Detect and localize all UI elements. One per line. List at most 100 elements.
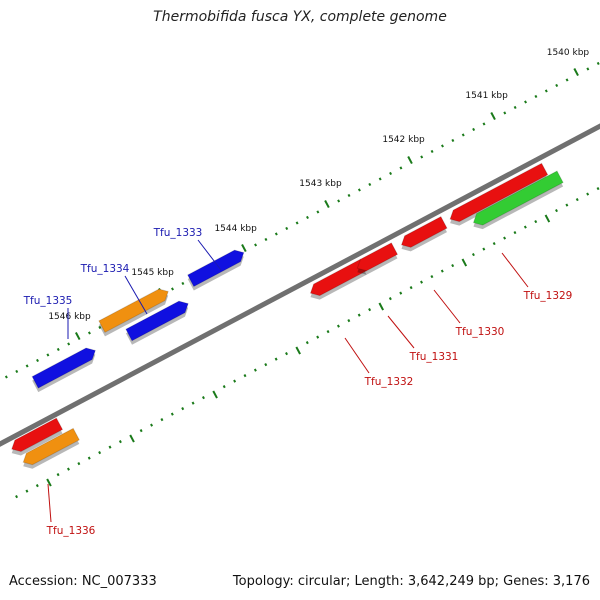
- minor-tick: [36, 358, 39, 363]
- minor-tick: [67, 467, 70, 471]
- position-label: 1543 kbp: [299, 179, 342, 189]
- major-tick: [461, 258, 468, 267]
- feature-green[interactable]: [472, 170, 564, 226]
- minor-tick: [222, 385, 226, 389]
- minor-tick: [305, 341, 309, 345]
- minor-tick: [160, 418, 164, 422]
- minor-tick: [108, 445, 112, 449]
- minor-tick: [77, 462, 81, 466]
- minor-tick: [150, 423, 154, 427]
- minor-tick: [253, 368, 257, 372]
- gene-label-Tfu_1336[interactable]: Tfu_1336: [46, 525, 96, 537]
- minor-tick: [336, 324, 340, 328]
- gene-Tfu_1332[interactable]: [309, 258, 368, 297]
- genome-backbone: [0, 123, 600, 447]
- position-label: 1541 kbp: [465, 91, 508, 101]
- minor-tick: [233, 379, 237, 383]
- minor-tick: [67, 342, 71, 346]
- minor-tick: [170, 412, 174, 416]
- major-tick: [129, 434, 135, 443]
- minor-tick: [471, 253, 475, 257]
- position-label: 1542 kbp: [382, 135, 425, 145]
- minor-tick: [274, 232, 278, 236]
- minor-tick: [264, 363, 268, 367]
- gene-label-Tfu_1332[interactable]: Tfu_1332: [364, 376, 414, 388]
- major-tick: [46, 478, 52, 487]
- minor-tick: [139, 429, 143, 433]
- minor-tick: [565, 78, 569, 82]
- minor-tick: [399, 166, 403, 170]
- minor-tick: [4, 375, 8, 379]
- minor-tick: [430, 149, 434, 154]
- minor-tick: [378, 177, 382, 181]
- position-label: 1544 kbp: [214, 224, 257, 234]
- gene-Tfu_1334[interactable]: [125, 300, 189, 342]
- minor-tick: [98, 325, 102, 330]
- minor-tick: [388, 297, 392, 301]
- minor-tick: [181, 281, 185, 286]
- minor-tick: [430, 275, 434, 279]
- minor-tick: [523, 225, 527, 229]
- major-tick: [573, 68, 579, 77]
- label-leader: [344, 337, 370, 374]
- minor-tick: [201, 396, 205, 400]
- gene-label-Tfu_1333[interactable]: Tfu_1333: [153, 227, 203, 239]
- minor-tick: [295, 221, 299, 225]
- gene-Tfu_1333[interactable]: [187, 249, 245, 288]
- minor-tick: [575, 198, 579, 202]
- label-leader: [197, 239, 222, 271]
- minor-tick: [534, 220, 538, 224]
- feature-orange-forward[interactable]: [98, 288, 169, 334]
- minor-tick: [555, 209, 558, 213]
- minor-tick: [87, 331, 91, 335]
- position-label: 1540 kbp: [547, 48, 590, 58]
- major-tick: [490, 112, 496, 121]
- minor-tick: [254, 243, 258, 247]
- minor-tick: [586, 192, 590, 196]
- minor-tick: [534, 94, 538, 99]
- gene-Tfu_1335[interactable]: [31, 347, 96, 389]
- minor-tick: [596, 187, 600, 191]
- major-tick: [295, 346, 301, 355]
- minor-tick: [285, 352, 288, 356]
- label-leader: [433, 289, 461, 324]
- minor-tick: [118, 440, 122, 444]
- gene-label-Tfu_1334[interactable]: Tfu_1334: [80, 263, 130, 275]
- minor-tick: [399, 291, 403, 295]
- feature-orange-reverse[interactable]: [22, 427, 80, 466]
- minor-tick: [503, 236, 507, 240]
- minor-tick: [503, 111, 507, 115]
- minor-tick: [451, 264, 455, 268]
- gene-Tfu_1331[interactable]: [356, 242, 399, 272]
- gene-label-Tfu_1335[interactable]: Tfu_1335: [23, 295, 73, 307]
- minor-tick: [181, 407, 185, 411]
- minor-tick: [565, 203, 569, 207]
- gene-label-Tfu_1329[interactable]: Tfu_1329: [523, 290, 573, 302]
- gene-label-Tfu_1331[interactable]: Tfu_1331: [409, 351, 459, 363]
- major-tick: [544, 214, 551, 223]
- minor-tick: [285, 226, 289, 231]
- minor-tick: [596, 61, 600, 66]
- minor-tick: [461, 133, 465, 137]
- minor-tick: [451, 138, 455, 143]
- gene-Tfu_1329[interactable]: [449, 162, 549, 223]
- minor-tick: [482, 122, 486, 126]
- major-tick: [407, 156, 413, 165]
- minor-tick: [472, 127, 476, 132]
- minor-tick: [98, 451, 102, 455]
- major-tick: [212, 390, 218, 399]
- gene-label-Tfu_1330[interactable]: Tfu_1330: [455, 326, 505, 338]
- minor-tick: [316, 335, 320, 339]
- gene-Tfu_1336[interactable]: [11, 417, 64, 453]
- minor-tick: [191, 401, 195, 405]
- accession-label: Accession: NC_007333: [9, 574, 157, 589]
- minor-tick: [420, 280, 423, 284]
- minor-tick: [544, 89, 548, 93]
- minor-tick: [171, 287, 174, 291]
- minor-tick: [274, 357, 278, 361]
- gene-Tfu_1330[interactable]: [400, 216, 448, 248]
- minor-tick: [25, 489, 29, 493]
- minor-tick: [482, 247, 486, 251]
- minor-tick: [316, 210, 320, 214]
